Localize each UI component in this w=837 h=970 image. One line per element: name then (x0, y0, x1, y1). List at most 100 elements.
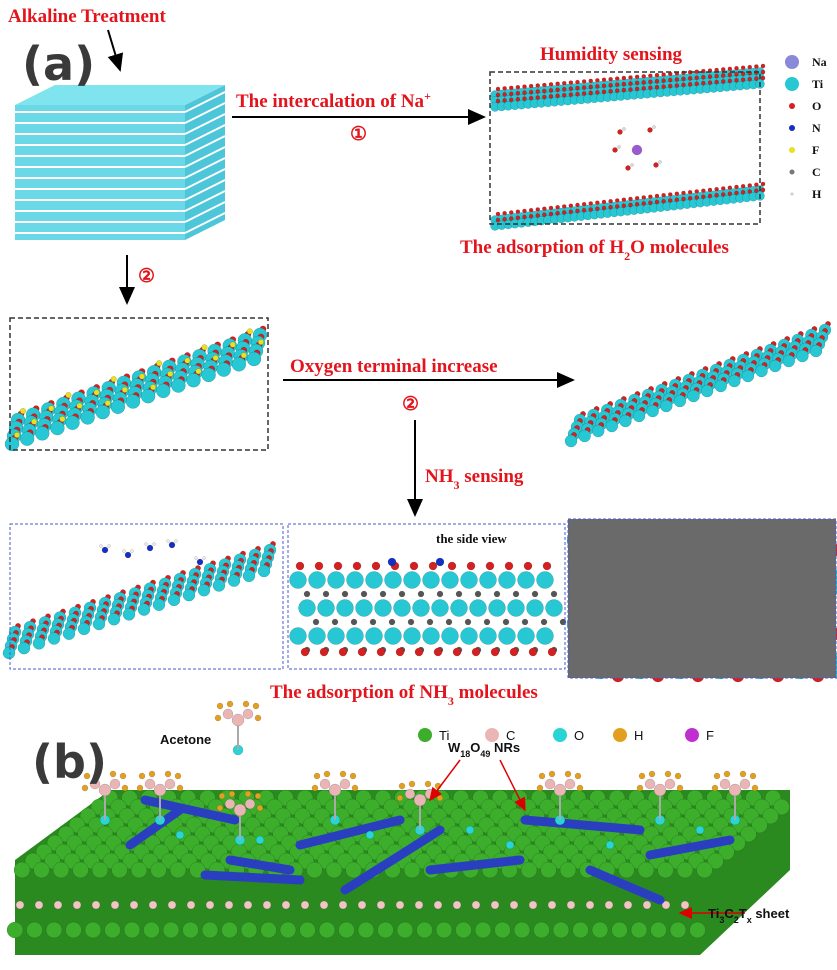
atom (198, 584, 210, 596)
atom (761, 70, 765, 74)
atom (203, 557, 206, 560)
atom (31, 419, 37, 425)
atom (154, 784, 166, 796)
atom (244, 901, 252, 909)
legend-swatch (613, 728, 627, 742)
atom (675, 773, 681, 779)
atom (206, 901, 214, 909)
atom (247, 352, 261, 366)
atom (358, 922, 374, 938)
text: O molecules (630, 237, 729, 258)
atom (183, 589, 195, 601)
atom (168, 594, 180, 606)
atom (761, 188, 765, 192)
atom (565, 779, 575, 789)
atom (102, 547, 108, 553)
text: molecules (454, 682, 538, 703)
atom (651, 922, 667, 938)
atom (453, 901, 461, 909)
atom (243, 709, 253, 719)
atom (606, 841, 614, 849)
atom (108, 545, 111, 548)
atom (665, 779, 675, 789)
atom (472, 648, 480, 656)
atom (18, 642, 30, 654)
atom (631, 922, 647, 938)
atom (183, 922, 199, 938)
atom (151, 862, 167, 878)
atom (404, 862, 420, 878)
atom (48, 406, 54, 412)
step-number: ① (350, 124, 367, 145)
atom (592, 922, 608, 938)
atom (543, 562, 551, 570)
atom (290, 572, 307, 589)
atom (14, 862, 30, 878)
atom (461, 572, 478, 589)
legend-swatch (789, 125, 795, 131)
atom (34, 862, 50, 878)
atom (712, 785, 718, 791)
atom (145, 779, 155, 789)
atom (649, 771, 655, 777)
arrow (108, 30, 120, 70)
atom (366, 831, 374, 839)
atom (475, 591, 481, 597)
atom (217, 703, 223, 709)
atom (165, 779, 175, 789)
atom (48, 633, 60, 645)
nh3-adsorption-label: The adsorption of NH3 molecules (270, 682, 538, 708)
atom (175, 773, 181, 779)
atom (394, 600, 411, 617)
atom (263, 901, 271, 909)
atom (170, 862, 186, 878)
atom (112, 862, 128, 878)
atom (27, 922, 43, 938)
atom (434, 648, 442, 656)
atom (654, 163, 659, 168)
atom (658, 862, 674, 878)
atom (537, 628, 554, 645)
atom (427, 619, 433, 625)
oxygen-label: Oxygen terminal increase (290, 356, 498, 377)
atom (399, 783, 405, 789)
atom (352, 785, 358, 791)
nh3-sensing-label: NH3 sensing (425, 466, 524, 492)
atom (124, 922, 140, 938)
atom (761, 64, 765, 68)
atom (93, 618, 105, 630)
atom (606, 420, 618, 432)
atom (138, 604, 150, 616)
atom (366, 628, 383, 645)
atom (334, 562, 342, 570)
atom (257, 805, 263, 811)
atom (245, 791, 251, 797)
atom (96, 405, 110, 419)
atom (503, 619, 509, 625)
atom (418, 591, 424, 597)
atom (177, 785, 183, 791)
atom (626, 166, 631, 171)
atom (168, 901, 176, 909)
atom (409, 781, 415, 787)
atom (361, 591, 367, 597)
atom (714, 773, 720, 779)
legend-swatch (789, 103, 795, 109)
atom (253, 703, 259, 709)
atom (451, 600, 468, 617)
atom (619, 415, 631, 427)
atom (196, 368, 202, 374)
atom (489, 600, 506, 617)
atom (548, 901, 556, 909)
atom (309, 572, 326, 589)
legend-swatch (418, 728, 432, 742)
atom (122, 785, 128, 791)
atom (499, 572, 516, 589)
atom (123, 550, 126, 553)
atom (261, 922, 277, 938)
atom (110, 779, 120, 789)
atom (156, 360, 162, 366)
atom (513, 591, 519, 597)
atom (491, 648, 499, 656)
atom (147, 545, 153, 551)
